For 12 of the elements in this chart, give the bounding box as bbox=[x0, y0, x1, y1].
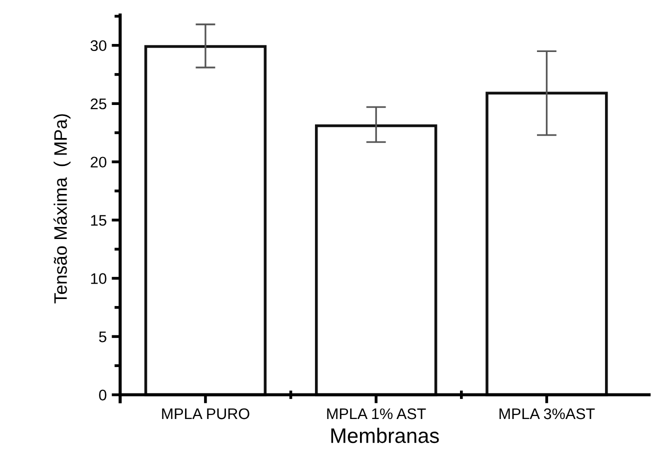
y-axis-title: Tensão Máxima ( MPa) bbox=[53, 114, 71, 304]
x-tick-label: MPLA 1% AST bbox=[327, 408, 426, 420]
y-tick-label: 20 bbox=[90, 156, 106, 168]
y-tick-label: 30 bbox=[90, 40, 106, 52]
x-axis-title: Membranas bbox=[331, 428, 439, 444]
x-tick-label: MPLA PURO bbox=[162, 408, 250, 420]
y-tick-label: 25 bbox=[90, 98, 106, 110]
y-tick-label: 15 bbox=[91, 215, 106, 226]
y-tick-label: 5 bbox=[99, 332, 106, 342]
x-tick-label: MPLA 3%AST bbox=[500, 408, 595, 420]
y-tick-label: 10 bbox=[91, 273, 106, 284]
y-tick-label: 0 bbox=[99, 390, 106, 400]
